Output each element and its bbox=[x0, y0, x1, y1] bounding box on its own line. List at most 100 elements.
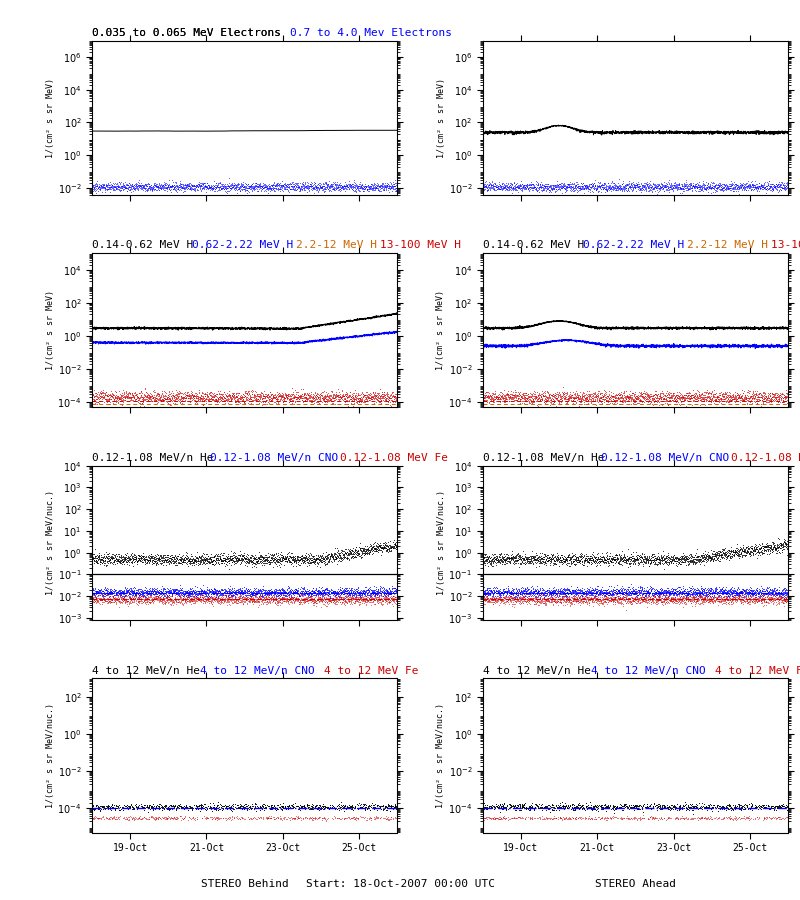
Point bbox=[597, 799, 610, 814]
Point bbox=[159, 549, 172, 563]
Point bbox=[170, 587, 183, 601]
Point bbox=[326, 590, 338, 605]
Point bbox=[659, 555, 672, 570]
Point bbox=[211, 593, 224, 608]
Point bbox=[354, 179, 367, 194]
Point bbox=[219, 181, 232, 195]
Point bbox=[576, 547, 589, 562]
Point bbox=[745, 540, 758, 554]
Point bbox=[224, 183, 237, 197]
Point bbox=[499, 395, 512, 410]
Point bbox=[237, 182, 250, 196]
Point bbox=[178, 802, 190, 816]
Point bbox=[221, 386, 234, 400]
Point bbox=[646, 586, 659, 600]
Point bbox=[123, 799, 136, 814]
Point bbox=[354, 590, 366, 605]
Point bbox=[634, 596, 647, 610]
Point bbox=[388, 584, 401, 598]
Point bbox=[205, 557, 218, 572]
Point bbox=[289, 178, 302, 193]
Point bbox=[564, 553, 577, 567]
Point bbox=[321, 179, 334, 194]
Point bbox=[361, 179, 374, 194]
Point bbox=[690, 392, 702, 407]
Point bbox=[254, 552, 266, 566]
Point bbox=[145, 550, 158, 564]
Point bbox=[572, 588, 585, 602]
Point bbox=[194, 392, 206, 407]
Point bbox=[298, 595, 310, 609]
Point bbox=[694, 179, 707, 194]
Point bbox=[518, 557, 531, 572]
Point bbox=[490, 580, 503, 595]
Point bbox=[773, 583, 786, 598]
Point bbox=[191, 390, 204, 404]
Point bbox=[534, 554, 547, 569]
Point bbox=[90, 596, 102, 610]
Point bbox=[196, 590, 209, 604]
Point bbox=[338, 800, 351, 814]
Point bbox=[87, 595, 100, 609]
Point bbox=[627, 396, 640, 410]
Point bbox=[295, 386, 308, 400]
Point bbox=[559, 184, 572, 198]
Point bbox=[478, 550, 491, 564]
Point bbox=[730, 582, 743, 597]
Point bbox=[622, 542, 634, 556]
Point bbox=[272, 590, 285, 605]
Point bbox=[772, 544, 785, 559]
Point bbox=[594, 554, 607, 568]
Point bbox=[672, 597, 685, 611]
Point bbox=[256, 391, 269, 405]
Point bbox=[587, 586, 600, 600]
Point bbox=[147, 592, 160, 607]
Point bbox=[210, 176, 222, 190]
Point bbox=[504, 800, 517, 814]
Point bbox=[129, 178, 142, 193]
Point bbox=[526, 593, 539, 608]
Point bbox=[330, 394, 343, 409]
Point bbox=[199, 555, 212, 570]
Point bbox=[533, 810, 546, 824]
Point bbox=[658, 595, 670, 609]
Point bbox=[166, 802, 178, 816]
Point bbox=[290, 799, 303, 814]
Point bbox=[497, 799, 510, 814]
Point bbox=[612, 172, 625, 186]
Point bbox=[106, 811, 118, 825]
Point bbox=[236, 596, 249, 610]
Point bbox=[557, 598, 570, 612]
Point bbox=[348, 180, 361, 194]
Point bbox=[652, 596, 665, 610]
Point bbox=[384, 181, 397, 195]
Point bbox=[526, 557, 539, 572]
Point bbox=[282, 176, 294, 191]
Point bbox=[378, 391, 390, 405]
Point bbox=[262, 550, 275, 564]
Point bbox=[278, 557, 290, 572]
Point bbox=[604, 181, 617, 195]
Point bbox=[275, 547, 288, 562]
Point bbox=[502, 392, 515, 406]
Point bbox=[346, 802, 358, 816]
Point bbox=[568, 552, 581, 566]
Point bbox=[217, 586, 230, 600]
Point bbox=[86, 590, 99, 605]
Point bbox=[673, 392, 686, 407]
Point bbox=[670, 596, 683, 610]
Point bbox=[606, 584, 618, 598]
Point bbox=[311, 553, 324, 567]
Point bbox=[580, 552, 593, 566]
Point bbox=[161, 176, 174, 191]
Point bbox=[774, 586, 786, 600]
Point bbox=[580, 590, 593, 604]
Point bbox=[118, 391, 131, 405]
Point bbox=[644, 796, 657, 811]
Point bbox=[679, 797, 692, 812]
Point bbox=[704, 590, 717, 605]
Point bbox=[288, 592, 301, 607]
Point bbox=[658, 180, 670, 194]
Point bbox=[317, 178, 330, 193]
Point bbox=[284, 182, 297, 196]
